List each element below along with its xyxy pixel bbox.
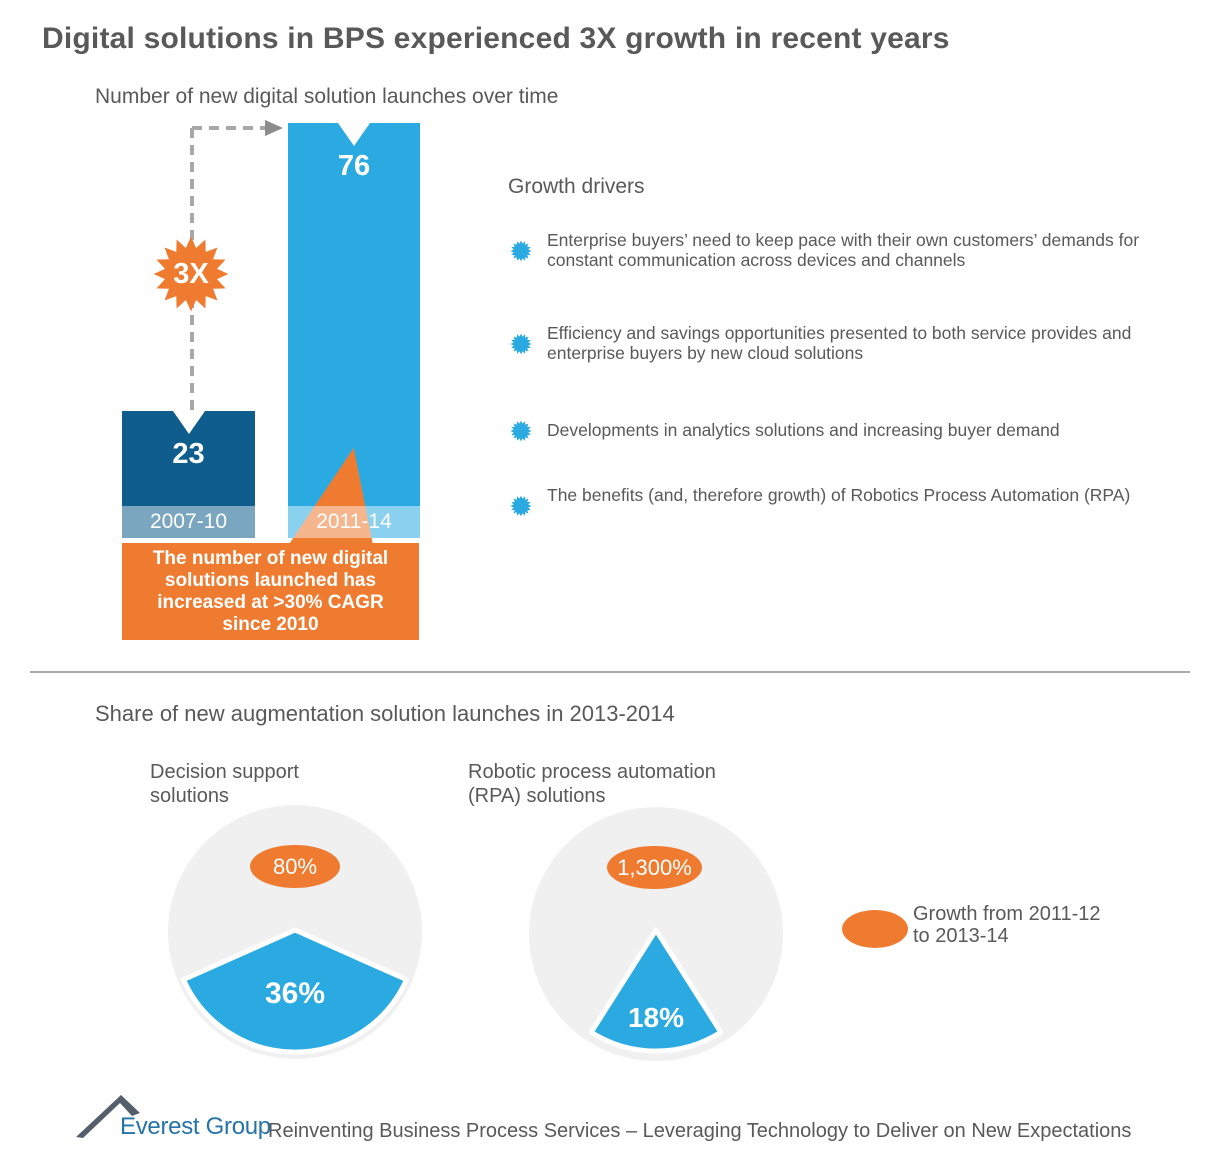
growth-driver-item: Efficiency and savings opportunities pre… xyxy=(510,323,1205,363)
bar-2007-10: 23 xyxy=(122,411,255,538)
bar-value-2011-14: 76 xyxy=(337,150,371,182)
starburst-bullet-icon xyxy=(510,420,532,442)
bar-notch xyxy=(172,411,205,434)
pie-title-rpa: Robotic process automation (RPA) solutio… xyxy=(468,761,716,807)
starburst-bullet-icon xyxy=(510,240,532,262)
growth-badge-decision-support: 80% xyxy=(250,845,340,888)
growth-driver-text: Developments in analytics solutions and … xyxy=(547,420,1060,440)
pie-slice-label: 36% xyxy=(265,977,325,1010)
cagr-callout: The number of new digital solutions laun… xyxy=(122,543,419,640)
section-divider xyxy=(30,671,1190,673)
3x-starburst-badge: 3X xyxy=(152,235,230,313)
growth-driver-item: Developments in analytics solutions and … xyxy=(510,420,1205,442)
growth-driver-text: Efficiency and savings opportunities pre… xyxy=(547,323,1132,363)
pie-chart-decision-support: 36% xyxy=(168,805,422,1059)
pie-title-decision-support: Decision support solutions xyxy=(150,761,299,807)
growth-driver-item: The benefits (and, therefore growth) of … xyxy=(510,485,1205,517)
growth-badge-rpa: 1,300% xyxy=(607,846,702,889)
pie-section-heading: Share of new augmentation solution launc… xyxy=(95,701,675,726)
pie-slice-label: 18% xyxy=(628,1002,684,1033)
pie-slice-36 xyxy=(181,927,409,1055)
everest-mountain-icon xyxy=(76,1095,140,1138)
pie-slice-18 xyxy=(588,927,724,1054)
3x-label: 3X xyxy=(173,257,209,290)
arrowhead-icon xyxy=(265,120,283,136)
starburst-bullet-icon xyxy=(510,495,532,517)
bar-value-2007-10: 23 xyxy=(172,438,205,470)
growth-driver-item: Enterprise buyers’ need to keep pace wit… xyxy=(510,230,1205,270)
growth-driver-text: Enterprise buyers’ need to keep pace wit… xyxy=(547,230,1140,270)
period-label-2007-10: 2007-10 xyxy=(122,506,255,538)
brand-name: Everest Group xyxy=(120,1113,271,1140)
bar-notch xyxy=(338,123,370,146)
legend-label: Growth from 2011-12 to 2013-14 xyxy=(913,903,1101,947)
footer-tagline: Reinventing Business Process Services – … xyxy=(268,1120,1132,1142)
legend-ellipse-icon xyxy=(842,910,908,948)
bar-chart-title: Number of new digital solution launches … xyxy=(95,85,559,108)
growth-driver-text: The benefits (and, therefore growth) of … xyxy=(547,485,1131,505)
starburst-bullet-icon xyxy=(510,333,532,355)
growth-drivers-heading: Growth drivers xyxy=(508,175,645,198)
pie-chart-rpa: 18% xyxy=(529,807,783,1061)
page-title: Digital solutions in BPS experienced 3X … xyxy=(42,22,950,55)
period-label-2011-14: 2011-14 xyxy=(288,506,420,538)
